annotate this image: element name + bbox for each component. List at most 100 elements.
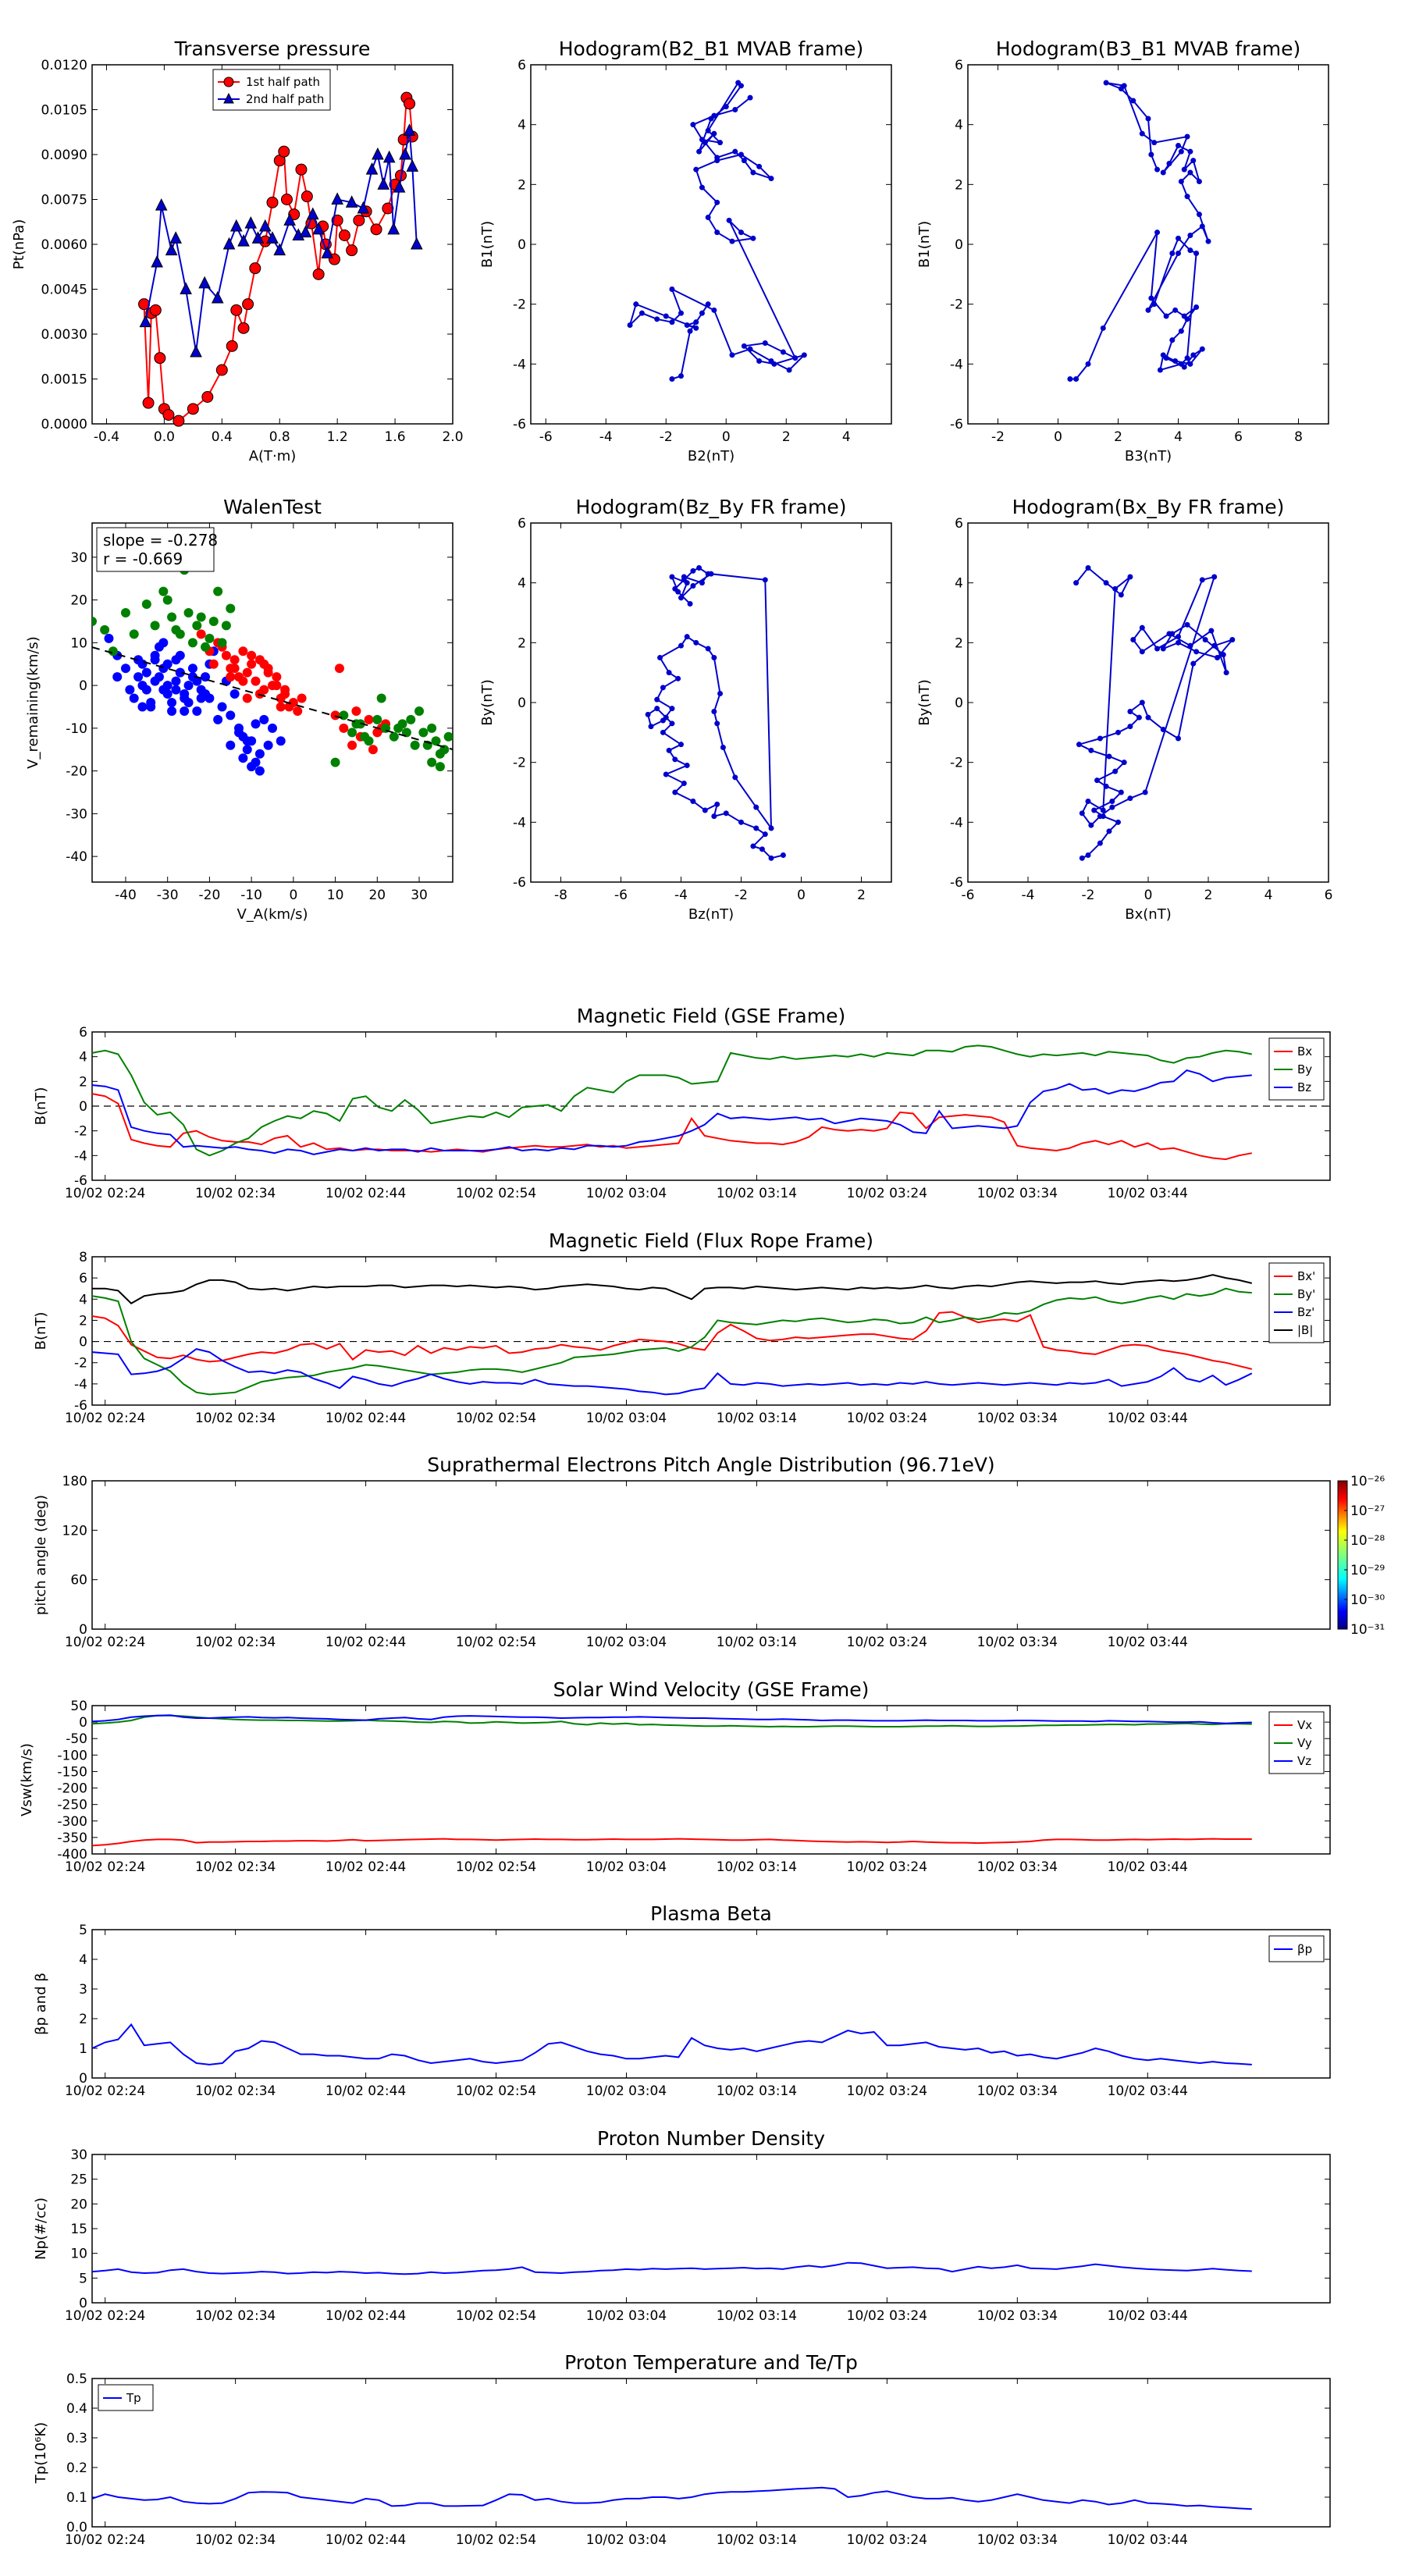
- legend-label: Tp: [126, 2391, 141, 2405]
- data-point: [693, 166, 699, 173]
- y-axis-label: Vsw(km/s): [19, 1743, 35, 1816]
- data-point: [678, 310, 684, 316]
- x-tick-label: 10/02 03:04: [586, 1411, 667, 1426]
- x-tick-label: 10/02 02:54: [456, 1859, 536, 1875]
- y-tick-label: 0: [79, 2296, 87, 2311]
- data-point: [297, 693, 307, 703]
- annotation-text: r = -0.669: [103, 550, 183, 568]
- legend-label: Vz: [1297, 1754, 1311, 1768]
- data-point: [687, 328, 693, 334]
- data-point: [129, 693, 139, 703]
- data-point: [1109, 799, 1115, 804]
- data-point: [1211, 642, 1218, 649]
- data-point: [183, 608, 194, 617]
- y-tick-label: 6: [79, 1271, 87, 1286]
- x-tick-label: 2: [1204, 888, 1213, 903]
- x-axis-label: V_A(km/s): [237, 906, 308, 923]
- data-point: [339, 723, 349, 733]
- data-point: [1157, 367, 1163, 373]
- x-tick-label: -0.4: [94, 429, 119, 445]
- data-point: [711, 130, 717, 137]
- legend: Vx Vy Vz: [1268, 1711, 1325, 1774]
- data-point: [687, 601, 693, 607]
- data-point: [1100, 325, 1106, 331]
- data-point: [149, 304, 162, 316]
- y-tick-label: 2: [79, 1074, 87, 1090]
- data-point: [684, 322, 690, 328]
- y-tick-label: -2: [513, 756, 526, 771]
- y-tick-label: 2: [79, 2012, 87, 2027]
- x-tick-label: -4: [599, 429, 613, 445]
- y-axis-label: Np(#/cc): [33, 2197, 49, 2260]
- panel-hb3b1: Hodogram(B3_B1 MVAB frame) -6 -4 -2 0 2 4 6 -2 0 2…: [916, 37, 1329, 464]
- x-tick-label: 10/02 03:44: [1108, 2532, 1188, 2548]
- data-point: [155, 198, 168, 211]
- data-point: [306, 207, 319, 220]
- data-point: [295, 163, 308, 176]
- data-point: [201, 391, 214, 403]
- fit-line: [92, 646, 453, 751]
- series-line: [92, 1274, 1253, 1304]
- panel-beta: Plasma Beta 0 1 2 3 4 5 10/02 02:24 10/02 02:34 1…: [33, 1902, 1331, 2099]
- data-point: [104, 633, 114, 643]
- y-tick-label: 60: [70, 1573, 87, 1589]
- y-tick-label: 0.5: [66, 2371, 87, 2387]
- x-tick-label: 10/02 03:34: [977, 2083, 1058, 2099]
- data-point: [756, 163, 763, 169]
- data-point: [427, 723, 437, 733]
- y-tick-label: 1: [79, 2041, 87, 2057]
- x-tick-label: 10/02 03:44: [1108, 1186, 1188, 1201]
- y-tick-label: -2: [513, 297, 526, 313]
- plot-area: [91, 2154, 1331, 2304]
- colorbar: [1337, 1480, 1348, 1630]
- plot-area: [91, 64, 454, 425]
- data-point: [247, 650, 257, 660]
- data-point: [660, 685, 666, 691]
- data-point: [1166, 161, 1172, 166]
- data-point: [1202, 637, 1208, 642]
- data-point: [750, 235, 756, 241]
- data-point: [169, 231, 182, 244]
- series-line: [91, 1311, 1253, 1370]
- y-axis-label: V_remaining(km/s): [25, 636, 41, 769]
- annotation-box: [96, 527, 215, 572]
- y-tick-label: 0.0015: [41, 372, 87, 388]
- data-point: [217, 638, 227, 648]
- data-point: [251, 676, 261, 686]
- x-tick-label: 10/02 03:14: [717, 2532, 797, 2548]
- data-point: [633, 301, 639, 308]
- y-axis-label: By(nT): [479, 679, 496, 725]
- data-point: [365, 162, 379, 175]
- y-tick-label: 0: [79, 2071, 87, 2087]
- data-point: [648, 724, 654, 730]
- legend: βp: [1268, 1935, 1325, 1962]
- data-point: [1190, 660, 1197, 667]
- plot-area: [91, 1480, 1331, 1630]
- data-point: [229, 655, 240, 665]
- y-tick-label: 2: [955, 177, 963, 193]
- legend-marker: [223, 92, 234, 104]
- data-point: [1190, 352, 1197, 358]
- y-tick-label: -150: [57, 1764, 87, 1780]
- data-point: [771, 361, 777, 367]
- data-point: [762, 831, 768, 838]
- data-point: [345, 195, 358, 208]
- x-tick-label: 10/02 03:14: [717, 1186, 797, 1201]
- data-point: [1176, 634, 1181, 640]
- data-point: [768, 825, 774, 831]
- data-point: [259, 714, 269, 724]
- x-tick-label: 10: [327, 888, 344, 903]
- data-point: [173, 415, 185, 427]
- data-point: [732, 774, 738, 781]
- data-point: [293, 706, 303, 716]
- data-point: [141, 600, 151, 610]
- colorbar-tick-label: 10⁻²⁶: [1350, 1474, 1385, 1489]
- data-point: [1142, 789, 1148, 795]
- legend-marker: [223, 76, 234, 87]
- y-axis-label: Pt(nPa): [11, 219, 27, 269]
- data-point: [201, 689, 211, 699]
- data-point: [158, 638, 169, 648]
- series-Bx: [91, 1093, 1252, 1161]
- y-tick-label: -10: [66, 721, 87, 737]
- data-point: [1088, 747, 1094, 753]
